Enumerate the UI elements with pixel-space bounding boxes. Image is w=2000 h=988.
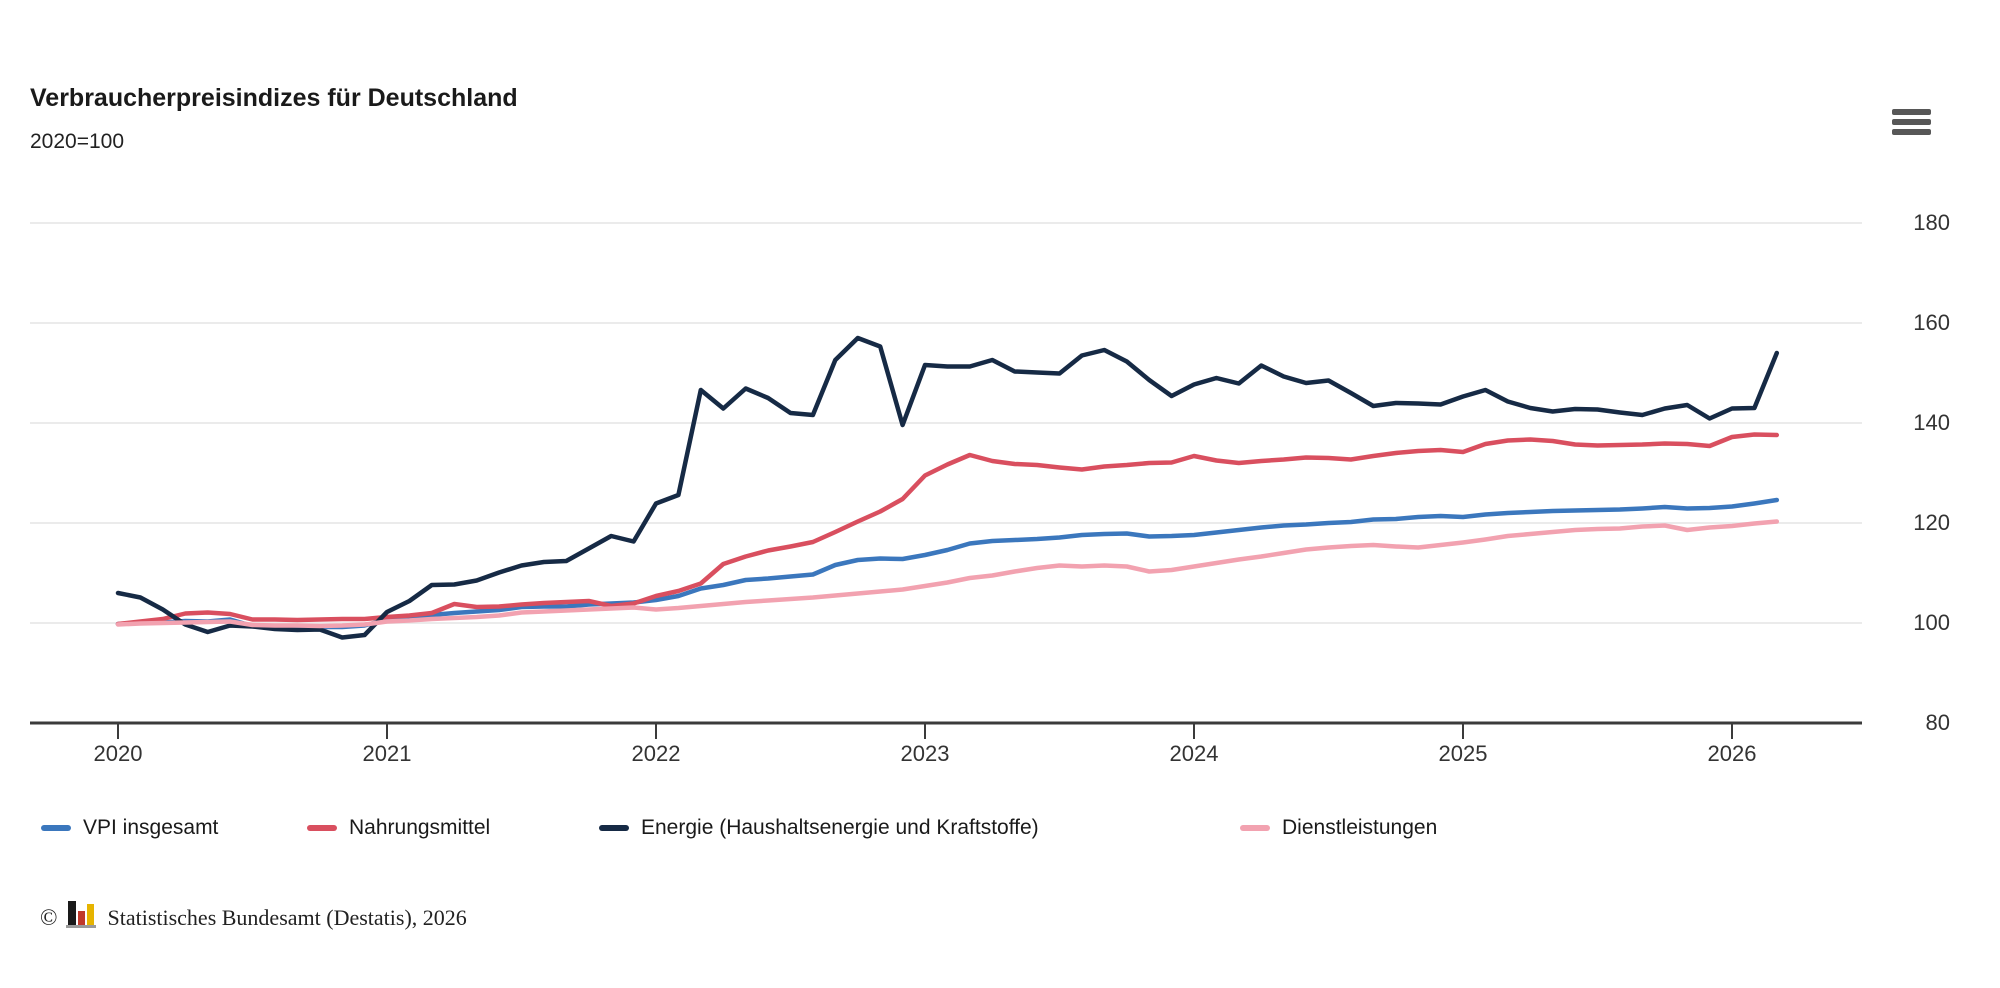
source-footer: © Statistisches Bundesamt (Destatis), 20…: [40, 896, 467, 930]
x-tick-label: 2025: [1438, 741, 1488, 766]
legend-marker-icon: [41, 825, 71, 831]
x-tick-label: 2023: [900, 741, 950, 766]
x-tick-label: 2021: [362, 741, 412, 766]
y-tick-label: 160: [1913, 310, 1950, 335]
series-line-dienstleistungen: [115, 519, 1780, 629]
destatis-bars-icon: [66, 900, 98, 930]
x-tick-label: 2022: [631, 741, 681, 766]
legend-item-energie-haushaltsenergie-und-kraftstoffe[interactable]: Energie (Haushaltsenergie und Kraftstoff…: [599, 814, 1039, 842]
y-tick-label: 140: [1913, 410, 1950, 435]
copyright-symbol: ©: [40, 904, 58, 930]
legend-label: VPI insgesamt: [83, 816, 219, 839]
legend-item-dienstleistungen[interactable]: Dienstleistungen: [1240, 814, 1437, 842]
series-line-energie-haushaltsenergie-und-kraftstoffe: [115, 335, 1780, 640]
chart-menu-button[interactable]: [1892, 105, 1934, 139]
page-title: Verbraucherpreisindizes für Deutschland: [30, 84, 518, 112]
legend-item-vpi-insgesamt[interactable]: VPI insgesamt: [41, 814, 218, 842]
x-tick-label: 2026: [1707, 741, 1757, 766]
x-tick-label: 2024: [1169, 741, 1219, 766]
series-line-nahrungsmittel: [115, 432, 1780, 627]
legend-label: Dienstleistungen: [1282, 816, 1438, 839]
series-line-vpi-insgesamt: [115, 497, 1780, 630]
legend-label: Energie (Haushaltsenergie und Kraftstoff…: [641, 816, 1039, 839]
chart-subtitle: 2020=100: [30, 130, 125, 153]
legend-item-nahrungsmittel[interactable]: Nahrungsmittel: [307, 814, 490, 842]
source-text: Statistisches Bundesamt (Destatis), 2026: [107, 904, 467, 930]
y-tick-label: 80: [1925, 710, 1950, 735]
y-tick-label: 180: [1913, 210, 1950, 235]
y-tick-label: 120: [1913, 510, 1950, 535]
legend-marker-icon: [599, 825, 629, 831]
x-tick-label: 2020: [93, 741, 143, 766]
legend-marker-icon: [1240, 825, 1270, 831]
y-tick-label: 100: [1913, 610, 1950, 635]
legend-label: Nahrungsmittel: [349, 816, 491, 839]
legend-marker-icon: [307, 825, 337, 831]
